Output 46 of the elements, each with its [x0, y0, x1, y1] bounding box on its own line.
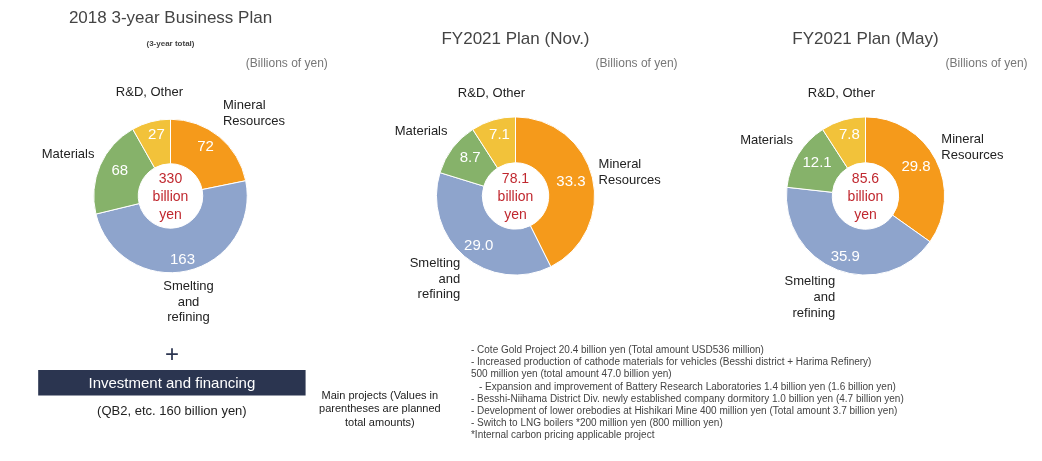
slice-label: Mineral Resources [598, 155, 662, 187]
data-label: 29.0 [464, 236, 494, 254]
text: 85.6 billion yen [847, 170, 884, 222]
data-label: 72 [197, 137, 214, 154]
data-label: 27 [148, 124, 165, 142]
legend-title: (Billions of yen) [595, 56, 678, 71]
data-label: 7.8 [839, 125, 860, 143]
slice-label: Materials [41, 145, 95, 161]
text: - Cote Gold Project 20.4 billion yen (Total amount USD536 million) [470, 344, 764, 356]
slice-label: Smelting and refining [784, 273, 836, 320]
chart-title: FY2021 Plan (Nov.) [441, 28, 590, 48]
legend-title: (Billions of yen) [945, 56, 1028, 71]
text: (QB2, etc. 160 billion yen) [97, 402, 247, 418]
text: 500 million yen (total amount 47.0 billion yen) [470, 368, 672, 380]
slice-label: Materials [740, 131, 794, 147]
slice-label: R&D, Other [115, 84, 184, 100]
text: - Development of lower orebodies at Hishikari Mine 400 million yen (Total amount 3.7 billion yen) [470, 404, 898, 416]
text: - Besshi-Niihama District Div. newly established company dormitory 1.0 billion yen (4.7 billion yen) [470, 392, 904, 404]
data-label: 163 [169, 250, 196, 268]
chart-title: FY2021 Plan (May) [792, 28, 939, 48]
slice-label: R&D, Other [807, 85, 876, 101]
text: - Increased production of cathode materials for vehicles (Besshi district + Harima Refinery) [470, 356, 872, 368]
slice-label: R&D, Other [457, 85, 526, 101]
slice-label: Mineral Resources [941, 131, 1004, 162]
chart-title: 2018 3-year Business Plan [68, 7, 273, 27]
text: + [164, 339, 179, 367]
text: Investment and financing [88, 374, 256, 392]
text: - Switch to LNG boilers *200 million yen (800 million yen) [470, 416, 723, 428]
data-label: 7.1 [489, 125, 510, 143]
data-label: 8.7 [459, 147, 481, 165]
text: 330 billion yen [152, 170, 189, 222]
data-label: 29.8 [901, 157, 931, 175]
text: Main projects (Values in parentheses are planned total amounts) [319, 389, 441, 428]
data-label: 68 [111, 161, 129, 179]
chart-subtitle: (3-year total) [146, 38, 195, 48]
data-label: 33.3 [556, 172, 586, 190]
slice-label: Materials [394, 123, 448, 139]
data-label: 12.1 [802, 153, 832, 171]
slice-label: Mineral Resources [222, 97, 286, 129]
text: 78.1 billion yen [497, 170, 534, 222]
legend-title: (Billions of yen) [245, 56, 328, 71]
data-label: 35.9 [830, 247, 860, 265]
text: *Internal carbon pricing applicable project [470, 429, 655, 441]
slice-label: Smelting and refining [409, 254, 461, 302]
slice-label: Smelting and refining [163, 277, 214, 325]
text: - Expansion and improvement of Battery Research Laboratories 1.4 billion yen (1.6 billion yen) [478, 380, 896, 392]
